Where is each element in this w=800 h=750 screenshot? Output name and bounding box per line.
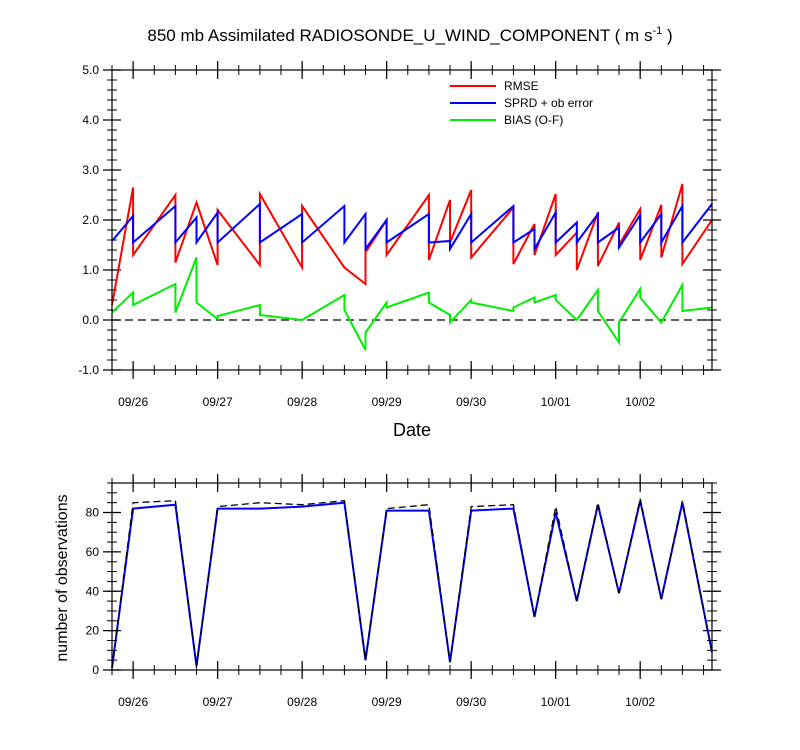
bottom-x-tick-label: 09/28 — [287, 695, 317, 709]
rmse-panel: -1.00.01.02.03.04.05.0 09/26 09/27 09/28 09… — [78, 61, 721, 440]
bottom-plot-frame — [111, 482, 713, 671]
top-y-tick-label: 2.0 — [82, 213, 99, 227]
legend-label: RMSE — [504, 79, 539, 93]
top-x-tick-label: 09/29 — [372, 395, 402, 409]
title-superscript: -1 — [652, 25, 662, 37]
bottom-x-tick-label: 09/29 — [372, 695, 402, 709]
title-main: 850 mb Assimilated RADIOSONDE_U_WIND_COM… — [147, 26, 652, 45]
top-x-tick-label: 10/01 — [541, 395, 571, 409]
top-x-tick-label: 09/26 — [118, 395, 148, 409]
x-axis-label: Date — [393, 420, 431, 440]
top-y-tick-labels: -1.0 0.0 1.0 2.0 3.0 4.0 5.0 — [78, 63, 99, 377]
series-line-bias-o-f — [111, 257, 713, 351]
bottom-x-tick-label: 09/27 — [203, 695, 233, 709]
top-y-tick-label: -1.0 — [78, 363, 99, 377]
bottom-y-tick-label: 0 — [92, 663, 99, 677]
top-plot-frame — [111, 69, 713, 371]
bottom-y-tick-label: 40 — [86, 584, 100, 598]
top-x-tick-label: 10/02 — [625, 395, 655, 409]
legend: RMSE SPRD + ob error BIAS (O-F) — [450, 79, 593, 127]
top-x-tick-labels: 09/26 09/27 09/28 09/29 09/30 10/01 10/02 — [118, 395, 655, 409]
legend-label: BIAS (O-F) — [504, 113, 563, 127]
series-line-possible — [111, 498, 713, 669]
bottom-y-tick-label: 20 — [86, 624, 100, 638]
top-y-tick-label: 0.0 — [82, 313, 99, 327]
top-y-tick-label: 5.0 — [82, 63, 99, 77]
bottom-x-tick-label: 10/01 — [541, 695, 571, 709]
y-axis-label-observations: number of observations — [54, 494, 71, 661]
bottom-x-tick-labels: 09/26 09/27 09/28 09/29 09/30 10/01 10/02 — [118, 695, 655, 709]
top-x-tick-label: 09/30 — [456, 395, 486, 409]
bottom-y-tick-label: 80 — [86, 506, 100, 520]
bottom-x-tick-label: 09/26 — [118, 695, 148, 709]
bottom-series-lines — [111, 498, 713, 669]
top-y-tick-label: 3.0 — [82, 163, 99, 177]
top-y-tick-label: 4.0 — [82, 113, 99, 127]
chart-title: 850 mb Assimilated RADIOSONDE_U_WIND_COM… — [147, 25, 672, 45]
top-y-tick-label: 1.0 — [82, 263, 99, 277]
series-line-sprd-ob-error — [111, 201, 713, 253]
bottom-y-tick-label: 60 — [86, 545, 100, 559]
observations-panel: 0 20 40 60 80 09/26 09/27 09/28 09/29 09/30 10/01… — [54, 474, 721, 709]
legend-label: SPRD + ob error — [504, 96, 593, 110]
title-end: ) — [662, 26, 672, 45]
top-x-tick-label: 09/27 — [203, 395, 233, 409]
series-line-assimilated — [111, 500, 713, 669]
bottom-axis-ticks — [103, 474, 721, 679]
top-x-tick-label: 09/28 — [287, 395, 317, 409]
bottom-x-tick-label: 09/30 — [456, 695, 486, 709]
bottom-y-tick-labels: 0 20 40 60 80 — [86, 506, 100, 677]
top-series-lines — [111, 183, 713, 351]
bottom-x-tick-label: 10/02 — [625, 695, 655, 709]
